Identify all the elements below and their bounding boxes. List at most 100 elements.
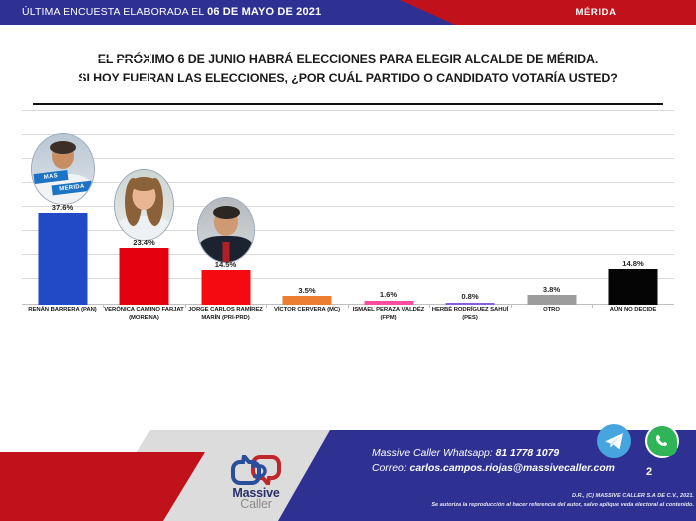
email-address[interactable]: carlos.campos.riojas@massivecaller.com [409, 463, 615, 474]
bar-value-label: 14.5% [214, 260, 237, 269]
stats-value-margin-error: +/- 4.3% [97, 63, 134, 75]
label-line-1: VÍCTOR CERVERA (MC) [273, 307, 341, 313]
label-line-1: HERBÉ RODRÍGUEZ SAHUÍ [431, 307, 509, 313]
label-line-2: (FPM) [380, 315, 397, 322]
bar-value-label: 1.6% [379, 290, 398, 299]
bar-group-jorge-ramirez[interactable]: 14.5% [185, 110, 266, 305]
survey-stats-table: ENCUESTAS REALIZADAS M. E. 600 +/- 4.3% [14, 30, 150, 82]
bar-group-herbe-rodriguez[interactable]: 0.8% [429, 110, 511, 305]
bar-rect[interactable] [608, 269, 658, 305]
label-line-2: (MORENA) [129, 315, 159, 322]
label-line-1: ISMAEL PERAZA VALDÉZ [352, 307, 425, 313]
whatsapp-number[interactable]: 81 1778 1079 [495, 448, 560, 459]
question-line-1: EL PRÓXIMO 6 DE JUNIO HABRÁ ELECCIONES P… [97, 52, 599, 66]
legal-line-1: D.R., (C) MASSIVE CALLER S.A DE C.V., 20… [571, 493, 694, 499]
axis-tick [429, 304, 430, 308]
gridline [22, 254, 674, 255]
poll-bar-chart: MAS MERIDA 37.6% 23.4% [0, 110, 696, 321]
bar-group-ismael-peraza[interactable]: 1.6% [348, 110, 429, 305]
stats-value-encuestas: 600 [15, 59, 83, 81]
label-line-1: RENÁN BARRERA (PAN) [28, 307, 97, 313]
candidate-photo-renan-barrera: MAS MERIDA [30, 133, 95, 205]
candidate-photo-jorge-carlos-ramirez [196, 197, 255, 263]
bar-rect[interactable] [119, 248, 169, 305]
bar-value-label: 37.6% [51, 203, 74, 212]
stats-header-line-2: REALIZADAS [27, 44, 70, 52]
gridline [22, 134, 674, 135]
bar-value-label: 14.8% [622, 259, 644, 268]
whatsapp-line: Massive Caller Whatsapp: 81 1778 1079 [372, 446, 672, 461]
label-line-1: OTRO [543, 307, 560, 313]
logo-speech-bubbles-icon [230, 451, 282, 489]
category-label-herbe-rodriguez: HERBÉ RODRÍGUEZ SAHUÍ (PES) [429, 306, 511, 322]
table-row: 600 +/- 4.3% [15, 59, 149, 81]
bar-group-otro[interactable]: 3.8% [511, 110, 592, 305]
logo-word-caller: Caller [240, 497, 272, 511]
gridline [22, 230, 674, 231]
header-date-text: 06 DE MAYO DE 2021 [207, 6, 322, 18]
bar-rect[interactable] [364, 301, 413, 305]
axis-tick [511, 304, 512, 308]
title-divider [33, 103, 663, 105]
header-city-label: MÉRIDA [575, 7, 617, 18]
email-line: Correo: carlos.campos.riojas@massivecall… [372, 461, 672, 476]
email-label: Correo: [372, 463, 407, 474]
telegram-icon[interactable] [597, 424, 631, 458]
question-line-2: SI HOY FUERAN LAS ELECCIONES, ¿POR CUÁL … [78, 71, 618, 85]
bar-value-label: 3.5% [298, 286, 316, 295]
category-label-renan-barrera: RENÁN BARRERA (PAN) [22, 306, 103, 314]
stats-header-encuestas: ENCUESTAS REALIZADAS [15, 31, 83, 59]
bar-rect[interactable] [527, 295, 576, 305]
page-title: EL PRÓXIMO 6 DE JUNIO HABRÁ ELECCIONES P… [0, 50, 696, 88]
legal-line-2: Se autoriza la reproducción al hacer ref… [431, 501, 694, 508]
page-number: 2 [646, 466, 653, 478]
bar-group-veronica-camino[interactable]: 23.4% [103, 110, 185, 305]
category-label-victor-cervera: VÍCTOR CERVERA (MC) [266, 306, 348, 314]
category-label-otro: OTRO [511, 306, 592, 314]
gridline [22, 182, 674, 183]
chart-category-labels: RENÁN BARRERA (PAN) VERÓNICA CAMINO FARJ… [22, 306, 674, 336]
axis-tick [266, 304, 267, 308]
category-label-veronica-camino: VERÓNICA CAMINO FARJAT (MORENA) [103, 306, 185, 322]
whatsapp-label: Massive Caller Whatsapp: [372, 448, 493, 459]
bar-group-renan-barrera[interactable]: MAS MERIDA 37.6% [22, 110, 103, 305]
axis-tick [185, 304, 186, 308]
bar-group-victor-cervera[interactable]: 3.5% [266, 110, 348, 305]
massive-caller-logo: Massive Caller [216, 451, 296, 517]
header-bar: ÚLTIMA ENCUESTA ELABORADA EL 06 DE MAYO … [0, 0, 696, 25]
table-row: ENCUESTAS REALIZADAS M. E. [15, 31, 149, 59]
label-line-2: MARÍN (PRI-PRD) [201, 315, 250, 322]
chart-bars-layer: MAS MERIDA 37.6% 23.4% [22, 110, 674, 305]
bar-rect[interactable] [445, 303, 495, 305]
header-survey-date: ÚLTIMA ENCUESTA ELABORADA EL 06 DE MAYO … [22, 0, 321, 25]
bar-rect[interactable] [282, 296, 332, 305]
axis-tick [592, 304, 593, 308]
whatsapp-bubble [647, 426, 677, 456]
gridline [22, 206, 674, 207]
label-line-2: (PES) [462, 315, 478, 322]
logo-word-massive: Massive [232, 486, 280, 500]
stats-header-margin-error: M. E. [82, 31, 149, 59]
bar-value-label: 23.4% [133, 238, 155, 247]
header-blue-panel [0, 0, 455, 25]
axis-tick [103, 304, 104, 308]
category-label-ismael-peraza: ISMAEL PERAZA VALDÉZ (FPM) [348, 306, 429, 322]
footer-bar [0, 430, 696, 521]
contact-info: Massive Caller Whatsapp: 81 1778 1079 Co… [372, 446, 672, 476]
bar-value-label: 3.8% [542, 285, 561, 294]
label-line-1: VERÓNICA CAMINO FARJAT [104, 307, 184, 313]
bar-value-label: 0.8% [461, 292, 479, 301]
candidate-photo-veronica-camino [114, 169, 174, 241]
gridline [22, 110, 674, 111]
stats-header-line-1: ENCUESTAS [28, 36, 69, 43]
bar-group-aun-no-decide[interactable]: 14.8% [592, 110, 674, 305]
legal-notice: D.R., (C) MASSIVE CALLER S.A DE C.V., 20… [336, 492, 694, 509]
whatsapp-icon[interactable] [645, 424, 679, 458]
label-line-1: AÚN NO DECIDE [609, 307, 657, 313]
category-label-aun-no-decide: AÚN NO DECIDE [592, 306, 674, 314]
axis-tick [348, 304, 349, 308]
header-prefix-text: ÚLTIMA ENCUESTA ELABORADA EL [22, 6, 204, 18]
bar-rect[interactable] [38, 213, 87, 305]
bar-rect[interactable] [201, 270, 250, 305]
